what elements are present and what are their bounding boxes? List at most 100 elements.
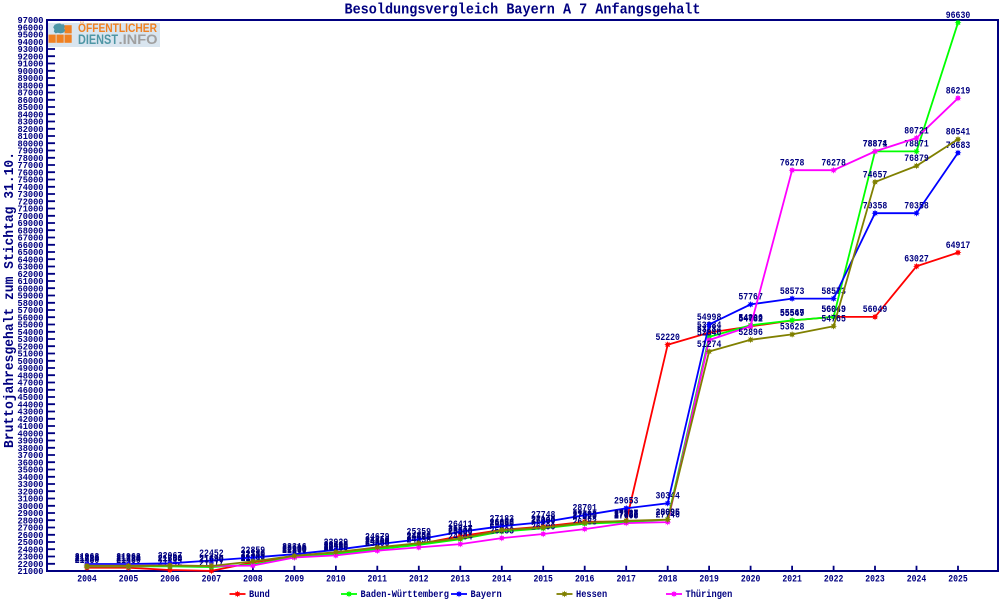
svg-text:82000: 82000 — [18, 124, 44, 135]
svg-text:2008: 2008 — [243, 574, 263, 585]
svg-text:68000: 68000 — [18, 225, 44, 236]
svg-text:2006: 2006 — [160, 574, 180, 585]
svg-text:63027: 63027 — [904, 255, 929, 266]
svg-text:81000: 81000 — [18, 131, 44, 142]
svg-text:70358: 70358 — [904, 202, 929, 213]
svg-text:39000: 39000 — [18, 436, 44, 447]
svg-text:43000: 43000 — [18, 407, 44, 418]
svg-text:83000: 83000 — [18, 117, 44, 128]
svg-text:47000: 47000 — [18, 378, 44, 389]
svg-text:Baden-Württemberg: Baden-Württemberg — [361, 589, 449, 600]
svg-text:21720: 21720 — [116, 554, 141, 565]
svg-text:67000: 67000 — [18, 233, 44, 244]
svg-text:79000: 79000 — [18, 146, 44, 157]
svg-text:84000: 84000 — [18, 109, 44, 120]
svg-text:49000: 49000 — [18, 363, 44, 374]
svg-text:21634: 21634 — [116, 555, 141, 566]
svg-text:54998: 54998 — [697, 313, 722, 324]
svg-text:56049: 56049 — [863, 305, 888, 316]
svg-text:63000: 63000 — [18, 262, 44, 273]
svg-text:46000: 46000 — [18, 385, 44, 396]
svg-text:54732: 54732 — [738, 315, 763, 326]
svg-text:2013: 2013 — [451, 574, 471, 585]
svg-text:80721: 80721 — [904, 126, 929, 137]
svg-text:96000: 96000 — [18, 22, 44, 33]
svg-text:53000: 53000 — [18, 334, 44, 345]
svg-text:56000: 56000 — [18, 312, 44, 323]
svg-text:33000: 33000 — [18, 479, 44, 490]
svg-text:58573: 58573 — [821, 287, 846, 298]
svg-text:57000: 57000 — [18, 305, 44, 316]
svg-text:61000: 61000 — [18, 276, 44, 287]
svg-text:27927: 27927 — [614, 509, 639, 520]
svg-text:54765: 54765 — [821, 315, 846, 326]
svg-text:DIENST: DIENST — [78, 32, 119, 47]
svg-text:76278: 76278 — [780, 159, 805, 170]
svg-text:2005: 2005 — [119, 574, 139, 585]
svg-text:32000: 32000 — [18, 486, 44, 497]
svg-text:52000: 52000 — [18, 341, 44, 352]
svg-text:26411: 26411 — [448, 520, 473, 531]
svg-text:2014: 2014 — [492, 574, 512, 585]
svg-text:2023: 2023 — [865, 574, 885, 585]
svg-text:75000: 75000 — [18, 175, 44, 186]
svg-text:64000: 64000 — [18, 254, 44, 265]
svg-text:64917: 64917 — [946, 241, 971, 252]
svg-text:.INFO: .INFO — [119, 32, 158, 47]
svg-text:21720: 21720 — [75, 554, 100, 565]
svg-text:60000: 60000 — [18, 283, 44, 294]
svg-text:2015: 2015 — [533, 574, 553, 585]
svg-text:28095: 28095 — [655, 508, 680, 519]
svg-text:30344: 30344 — [655, 492, 680, 503]
svg-text:2007: 2007 — [202, 574, 222, 585]
svg-text:52846: 52846 — [697, 328, 722, 339]
svg-text:58573: 58573 — [780, 287, 805, 298]
svg-text:65000: 65000 — [18, 247, 44, 258]
svg-text:2012: 2012 — [409, 574, 429, 585]
svg-text:38000: 38000 — [18, 443, 44, 454]
svg-text:78683: 78683 — [946, 141, 971, 152]
svg-text:29653: 29653 — [614, 497, 639, 508]
svg-text:25000: 25000 — [18, 537, 44, 548]
svg-text:53284: 53284 — [697, 325, 722, 336]
svg-text:27608: 27608 — [614, 511, 639, 522]
svg-text:80000: 80000 — [18, 138, 44, 149]
svg-text:2025: 2025 — [948, 574, 968, 585]
svg-text:31000: 31000 — [18, 494, 44, 505]
svg-text:21760: 21760 — [158, 554, 183, 565]
svg-text:50000: 50000 — [18, 356, 44, 367]
svg-text:78000: 78000 — [18, 153, 44, 164]
svg-text:28701: 28701 — [572, 504, 597, 515]
svg-text:44000: 44000 — [18, 399, 44, 410]
svg-text:62000: 62000 — [18, 269, 44, 280]
svg-text:91000: 91000 — [18, 59, 44, 70]
svg-text:21963: 21963 — [116, 552, 141, 563]
svg-text:24250: 24250 — [365, 536, 390, 547]
svg-text:24850: 24850 — [407, 531, 432, 542]
svg-text:54000: 54000 — [18, 327, 44, 338]
svg-text:54896: 54896 — [738, 314, 763, 325]
svg-text:76879: 76879 — [904, 154, 929, 165]
svg-text:ÖFFENTLICHER: ÖFFENTLICHER — [78, 22, 158, 35]
svg-text:89000: 89000 — [18, 73, 44, 84]
svg-text:56049: 56049 — [821, 305, 846, 316]
svg-text:34000: 34000 — [18, 472, 44, 483]
svg-text:78871: 78871 — [904, 140, 929, 151]
svg-text:51000: 51000 — [18, 349, 44, 360]
svg-text:76278: 76278 — [821, 159, 846, 170]
svg-text:45000: 45000 — [18, 392, 44, 403]
svg-text:92000: 92000 — [18, 51, 44, 62]
svg-text:2010: 2010 — [326, 574, 346, 585]
svg-text:22000: 22000 — [18, 559, 44, 570]
svg-text:56049: 56049 — [821, 305, 846, 316]
svg-text:55567: 55567 — [780, 309, 805, 320]
svg-text:74657: 74657 — [863, 170, 888, 181]
svg-text:54762: 54762 — [738, 315, 763, 326]
svg-text:21690: 21690 — [199, 554, 224, 565]
svg-text:26000: 26000 — [18, 530, 44, 541]
svg-text:Bund: Bund — [249, 589, 270, 600]
svg-text:23929: 23929 — [324, 538, 349, 549]
svg-text:93000: 93000 — [18, 44, 44, 55]
svg-text:70000: 70000 — [18, 211, 44, 222]
svg-text:88000: 88000 — [18, 80, 44, 91]
